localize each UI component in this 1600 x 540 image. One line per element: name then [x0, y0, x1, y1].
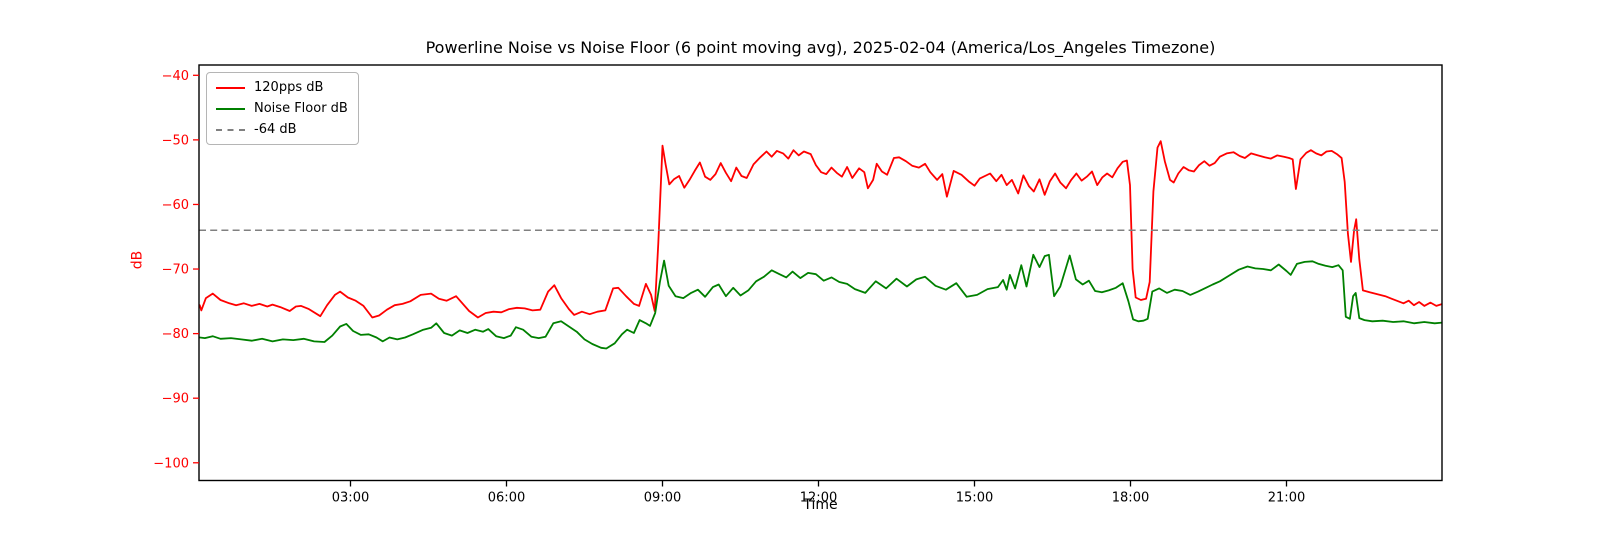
x-tick-label: 12:00	[800, 491, 837, 506]
legend-label-threshold: -64 dB	[254, 122, 297, 137]
x-axis-label: Time	[803, 497, 838, 513]
y-axis-label: dB	[129, 250, 146, 270]
chart-title: Powerline Noise vs Noise Floor (6 point …	[425, 38, 1216, 57]
y-tick-label: −70	[162, 263, 189, 278]
axes-frame	[198, 64, 1443, 482]
x-tick-label: 18:00	[1112, 491, 1149, 506]
legend-item-threshold: -64 dB	[216, 122, 348, 137]
x-tick-label: 03:00	[332, 491, 369, 506]
x-tick-label: 15:00	[956, 491, 993, 506]
x-tick-label: 21:00	[1268, 491, 1305, 506]
legend-item-120pps: 120pps dB	[216, 80, 348, 95]
y-tick-label: −90	[162, 392, 189, 407]
x-tick-label: 06:00	[488, 491, 525, 506]
legend: 120pps dB Noise Floor dB -64 dB	[206, 72, 359, 145]
legend-line-sample-red	[216, 86, 245, 89]
y-tick-label: −100	[153, 456, 189, 471]
legend-line-sample-green	[216, 107, 245, 110]
series-line-0	[199, 140, 1442, 319]
y-tick-label: −60	[162, 198, 189, 213]
y-tick-label: −50	[162, 133, 189, 148]
legend-item-noise-floor: Noise Floor dB	[216, 101, 348, 116]
legend-label-noise-floor: Noise Floor dB	[254, 101, 348, 116]
y-tick-label: −80	[162, 327, 189, 342]
legend-label-120pps: 120pps dB	[254, 80, 324, 95]
x-tick-label: 09:00	[644, 491, 681, 506]
series-line-1	[199, 253, 1442, 350]
legend-line-sample-dashed-gray	[216, 128, 245, 131]
y-tick-label: −40	[162, 69, 189, 84]
